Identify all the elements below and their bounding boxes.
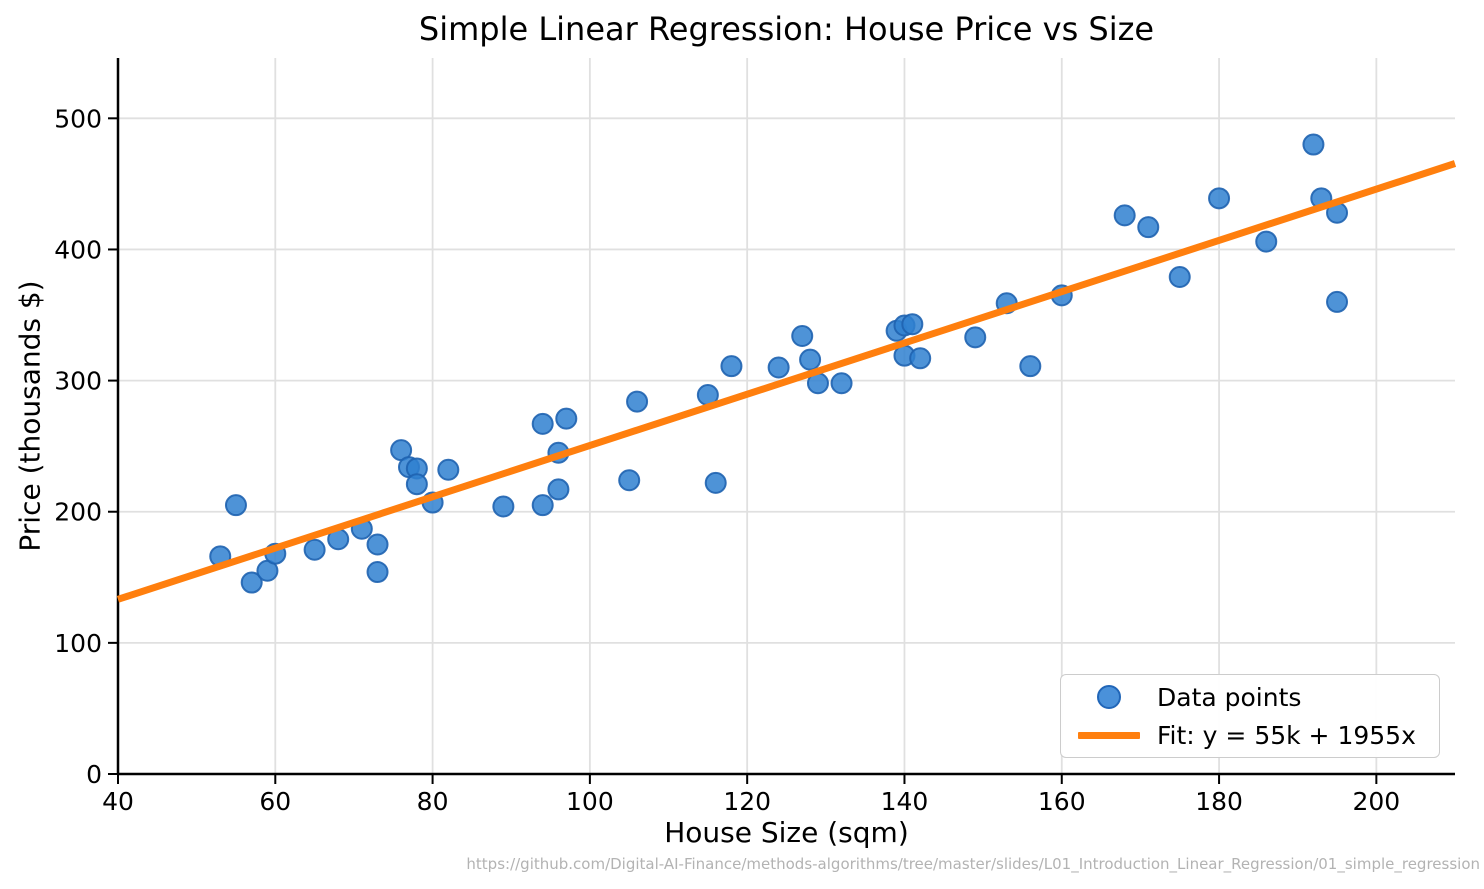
data-point: [1302, 133, 1325, 156]
y-tick-label: 400: [54, 235, 102, 264]
data-point: [1208, 187, 1231, 210]
data-point: [1326, 290, 1349, 313]
data-point: [1168, 265, 1191, 288]
data-point: [720, 355, 743, 378]
data-point: [791, 325, 814, 348]
data-point: [1113, 204, 1136, 227]
y-axis-label: Price (thousands $): [13, 280, 47, 552]
data-point: [964, 326, 987, 349]
fit-line: [116, 160, 1457, 603]
data-point: [555, 407, 578, 430]
legend-marker-slot: [1061, 685, 1157, 709]
data-point: [492, 495, 515, 518]
x-tick-label: 160: [1038, 787, 1086, 816]
data-point: [366, 561, 389, 584]
data-point: [240, 571, 263, 594]
data-point: [531, 494, 554, 517]
x-tick-label: 60: [259, 787, 291, 816]
legend-label-fit: Fit: y = 55k + 1955x: [1157, 720, 1416, 750]
x-tick-label: 180: [1195, 787, 1243, 816]
y-tick-label: 300: [54, 367, 102, 396]
y-tick-label: 200: [54, 498, 102, 527]
x-tick-label: 80: [417, 787, 449, 816]
data-point: [437, 458, 460, 481]
data-point: [704, 471, 727, 494]
data-point: [618, 469, 641, 492]
y-tick-label: 0: [86, 760, 102, 789]
data-point: [626, 390, 649, 413]
x-tick-label: 40: [102, 787, 134, 816]
y-tick-label: 500: [54, 104, 102, 133]
data-point: [1255, 230, 1278, 253]
data-point: [767, 356, 790, 379]
data-point: [405, 473, 428, 496]
chart-title: Simple Linear Regression: House Price vs…: [418, 10, 1155, 48]
scatter-marker-icon: [1097, 685, 1121, 709]
x-tick-label: 120: [723, 787, 771, 816]
data-point: [799, 348, 822, 371]
data-point: [547, 478, 570, 501]
legend-label-data-points: Data points: [1157, 682, 1302, 712]
data-point: [303, 538, 326, 561]
fit-line-marker-icon: [1078, 731, 1140, 739]
data-point: [1019, 355, 1042, 378]
legend-marker-slot: [1061, 731, 1157, 739]
x-axis-label: House Size (sqm): [664, 816, 909, 849]
legend: Data points Fit: y = 55k + 1955x: [1060, 674, 1440, 758]
data-point: [224, 494, 247, 517]
footer-url: https://github.com/Digital-AI-Finance/me…: [466, 855, 1480, 873]
x-tick-label: 100: [566, 787, 614, 816]
legend-item-data-points: Data points: [1061, 678, 1439, 716]
y-tick-label: 100: [54, 629, 102, 658]
data-point: [531, 412, 554, 435]
data-point: [1137, 216, 1160, 239]
data-point: [366, 533, 389, 556]
data-point: [909, 347, 932, 370]
x-tick-label: 140: [881, 787, 929, 816]
x-tick-label: 200: [1352, 787, 1400, 816]
data-point: [830, 372, 853, 395]
legend-item-fit: Fit: y = 55k + 1955x: [1061, 716, 1439, 754]
data-point: [901, 313, 924, 336]
